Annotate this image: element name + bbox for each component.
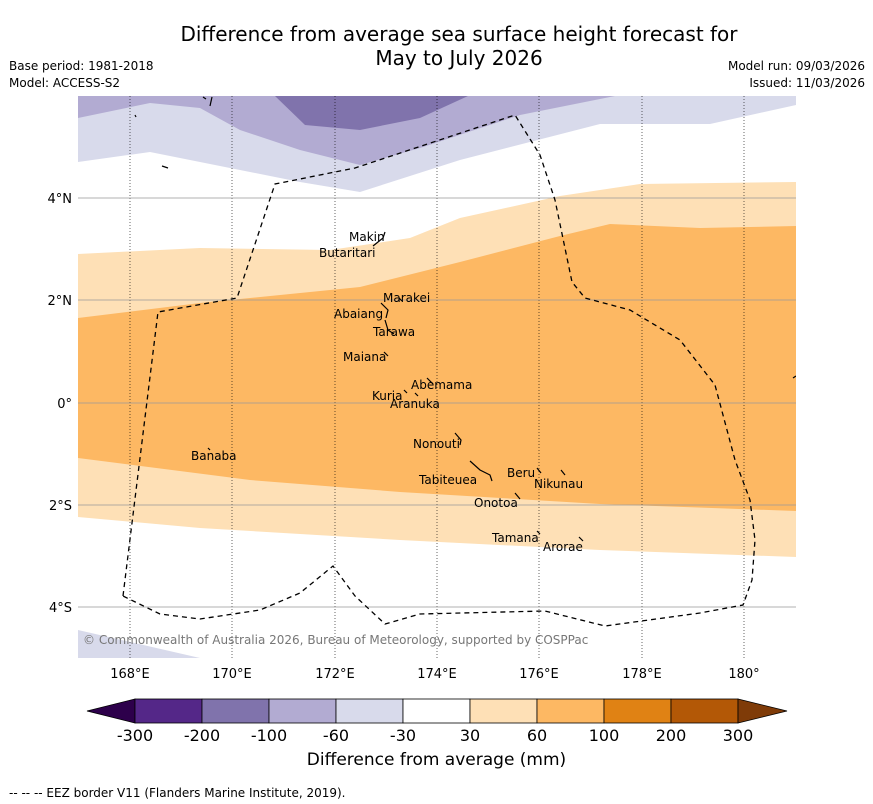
- longitude-tick-labels: 168°E 170°E 172°E 174°E 176°E 178°E 180°: [110, 667, 759, 682]
- band-minus60-to-minus100: [78, 96, 615, 165]
- island-label: Tarawa: [372, 325, 415, 339]
- island-label: Abemama: [411, 378, 472, 392]
- colorbar-tick-label: 60: [526, 726, 548, 745]
- map: Makin Butaritari Marakei Abaiang Tarawa …: [48, 96, 796, 682]
- island-label: Aranuka: [390, 397, 440, 411]
- meridian-gridlines: [129, 96, 745, 658]
- island-label: Abaiang: [334, 307, 383, 321]
- base-info: Base period: 1981-2018 Model: ACCESS-S2: [9, 58, 154, 92]
- colorbar-tick-label: 200: [655, 726, 687, 745]
- island-label: Marakei: [383, 291, 430, 305]
- colorbar-tick-label: -100: [250, 726, 288, 745]
- island-label: Beru: [507, 466, 535, 480]
- colorbar-segment: [335, 698, 404, 724]
- colorbar-segment: [603, 698, 672, 724]
- island-label: Tamana: [491, 531, 539, 545]
- lon-tick: 170°E: [212, 667, 252, 682]
- parallel-gridlines: [78, 197, 796, 608]
- island-label: Tabiteuea: [418, 473, 477, 487]
- model-name: Model: ACCESS-S2: [9, 76, 121, 90]
- island-label: Nonouti: [413, 437, 460, 451]
- figure-title: Difference from average sea surface heig…: [0, 22, 873, 70]
- title-line-2: May to July 2026: [375, 46, 543, 70]
- colorbar-segment: [469, 698, 538, 724]
- lon-tick: 176°E: [519, 667, 559, 682]
- island-label: Nikunau: [534, 477, 583, 491]
- lat-tick: 2°N: [48, 294, 73, 309]
- island-label: Butaritari: [319, 246, 376, 260]
- colorbar-tick-label: 300: [722, 726, 754, 745]
- base-period: Base period: 1981-2018: [9, 59, 154, 73]
- colorbar-segment: [536, 698, 605, 724]
- lon-tick: 174°E: [417, 667, 457, 682]
- colorbar-extend-low: [86, 698, 136, 724]
- band-minus100-to-minus200: [275, 96, 468, 130]
- eez-border: [122, 114, 756, 627]
- island-label: Maiana: [343, 350, 386, 364]
- eez-footnote: -- -- -- EEZ border V11 (Flanders Marine…: [9, 786, 346, 800]
- colorbar-title: Difference from average (mm): [306, 750, 567, 770]
- island-label: Banaba: [191, 449, 237, 463]
- lon-tick: 180°: [728, 667, 759, 682]
- title-line-1: Difference from average sea surface heig…: [180, 22, 738, 46]
- issued-date: Issued: 11/03/2026: [749, 76, 865, 90]
- island-labels: Makin Butaritari Marakei Abaiang Tarawa …: [191, 230, 583, 554]
- copyright-notice: © Commonwealth of Australia 2026, Bureau…: [83, 633, 588, 647]
- colorbar-segment: [670, 698, 739, 724]
- lat-tick: 0°: [57, 397, 72, 412]
- colorbar-segment: [402, 698, 471, 724]
- island-label: Makin: [349, 230, 385, 244]
- colorbar-segment: [268, 698, 337, 724]
- colorbar-extend-high: [737, 698, 788, 724]
- island-label: Onotoa: [474, 496, 518, 510]
- lat-tick: 4°S: [49, 601, 72, 616]
- island-label: Arorae: [543, 540, 583, 554]
- colorbar-segment: [201, 698, 270, 724]
- colorbar-tick-label: -200: [183, 726, 221, 745]
- lon-tick: 172°E: [315, 667, 355, 682]
- lon-tick: 178°E: [622, 667, 662, 682]
- lat-tick: 2°S: [49, 499, 72, 514]
- island-label: Kuria: [372, 389, 403, 403]
- latitude-tick-labels: 4°N 2°N 0° 2°S 4°S: [48, 192, 73, 616]
- run-info: Model run: 09/03/2026 Issued: 11/03/2026: [728, 58, 865, 92]
- colorbar-segment: [134, 698, 203, 724]
- lat-tick: 4°N: [48, 192, 73, 207]
- colorbar-tick-label: -300: [116, 726, 154, 745]
- band-minus30-bottom-left: [78, 630, 200, 658]
- colorbar-tick-label: -30: [389, 726, 417, 745]
- colorbar-tick-label: -60: [322, 726, 350, 745]
- model-run: Model run: 09/03/2026: [727, 59, 865, 73]
- colorbar: [86, 698, 788, 724]
- colorbar-tick-label: 100: [588, 726, 620, 745]
- island-coastlines: [134, 96, 796, 542]
- colorbar-tick-label: 30: [459, 726, 481, 745]
- band-60-to-100: [78, 224, 796, 511]
- lon-tick: 168°E: [110, 667, 150, 682]
